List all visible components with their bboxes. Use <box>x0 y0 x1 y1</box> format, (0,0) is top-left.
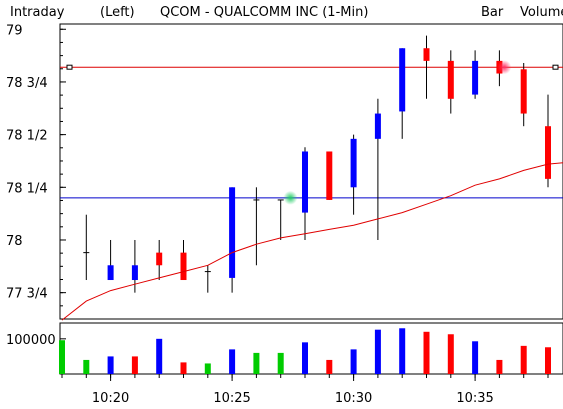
level-handle-left[interactable] <box>66 64 73 70</box>
candle-down <box>423 48 430 61</box>
candle-up <box>302 151 308 213</box>
volume-label: Volume <box>520 5 563 20</box>
period-label: Intraday <box>10 5 65 20</box>
volume-tick-label: 100000 <box>6 333 56 348</box>
volume-bar <box>545 347 551 374</box>
volume-bar <box>423 331 430 374</box>
candle-down <box>156 252 163 266</box>
time-tick-label: 10:35 <box>456 391 493 406</box>
volume-bar <box>374 329 381 374</box>
price-tick-label: 78 1/2 <box>6 129 48 144</box>
chart-title: QCOM - QUALCOMM INC (1-Min) <box>160 5 368 20</box>
chart-style-label: Bar <box>481 5 504 20</box>
time-tick-label: 10:25 <box>213 391 250 406</box>
volume-bar <box>496 359 503 374</box>
candle-up <box>107 265 114 281</box>
volume-bar <box>204 363 211 374</box>
candle-down <box>180 252 187 281</box>
moving-average-line <box>61 162 563 321</box>
red-level-anchor-dot[interactable] <box>497 60 512 75</box>
candles <box>83 35 551 293</box>
candle-up <box>229 187 236 278</box>
price-tick-label: 77 3/4 <box>6 287 48 302</box>
candle-down <box>545 126 551 179</box>
axis-side-label: (Left) <box>100 5 135 20</box>
price-panel-frame <box>59 23 563 320</box>
volume-bar <box>302 342 308 374</box>
line-markers <box>283 60 512 205</box>
volume-bar <box>156 338 163 374</box>
volume-bar <box>83 359 90 374</box>
time-axis: 10:20 10:25 10:30 10:35 <box>61 374 549 406</box>
volume-bar <box>520 345 527 374</box>
time-tick-label: 10:20 <box>92 391 129 406</box>
volume-bar <box>180 362 187 374</box>
volume-bar <box>229 349 236 374</box>
candle-up <box>374 113 381 139</box>
volume-bar <box>253 352 260 374</box>
price-tick-label: 78 3/4 <box>6 76 48 91</box>
volume-bar <box>399 328 406 374</box>
price-tick-label: 78 <box>6 234 23 249</box>
volume-bar <box>107 356 114 374</box>
volume-bar <box>326 359 333 374</box>
price-tick-label: 78 1/4 <box>6 181 48 196</box>
price-axis: 77 3/4 78 78 1/4 78 1/2 78 3/4 79 <box>6 23 66 307</box>
volume-bar <box>472 341 479 374</box>
volume-bars <box>59 328 551 374</box>
candle-up <box>350 138 357 188</box>
volume-bar <box>447 334 454 374</box>
volume-axis: 100000 <box>6 333 66 348</box>
candle-up <box>131 265 138 281</box>
candle-down <box>447 60 454 99</box>
level-handle-right[interactable] <box>552 64 559 70</box>
volume-bar <box>277 352 284 374</box>
candle-up <box>472 60 479 95</box>
price-tick-label: 79 <box>6 23 23 38</box>
moving-average-layer <box>61 162 563 321</box>
volume-bar <box>350 349 357 374</box>
candle-down <box>326 151 333 200</box>
volume-bar <box>131 356 138 374</box>
horizontal-levels <box>60 64 563 199</box>
candle-up <box>399 48 406 112</box>
volume-bar <box>59 340 65 374</box>
time-tick-label: 10:30 <box>335 391 372 406</box>
chart-header: Intraday (Left) QCOM - QUALCOMM INC (1-M… <box>10 5 563 20</box>
blue-level-anchor-dot[interactable] <box>283 190 298 205</box>
candle-down <box>520 69 527 114</box>
